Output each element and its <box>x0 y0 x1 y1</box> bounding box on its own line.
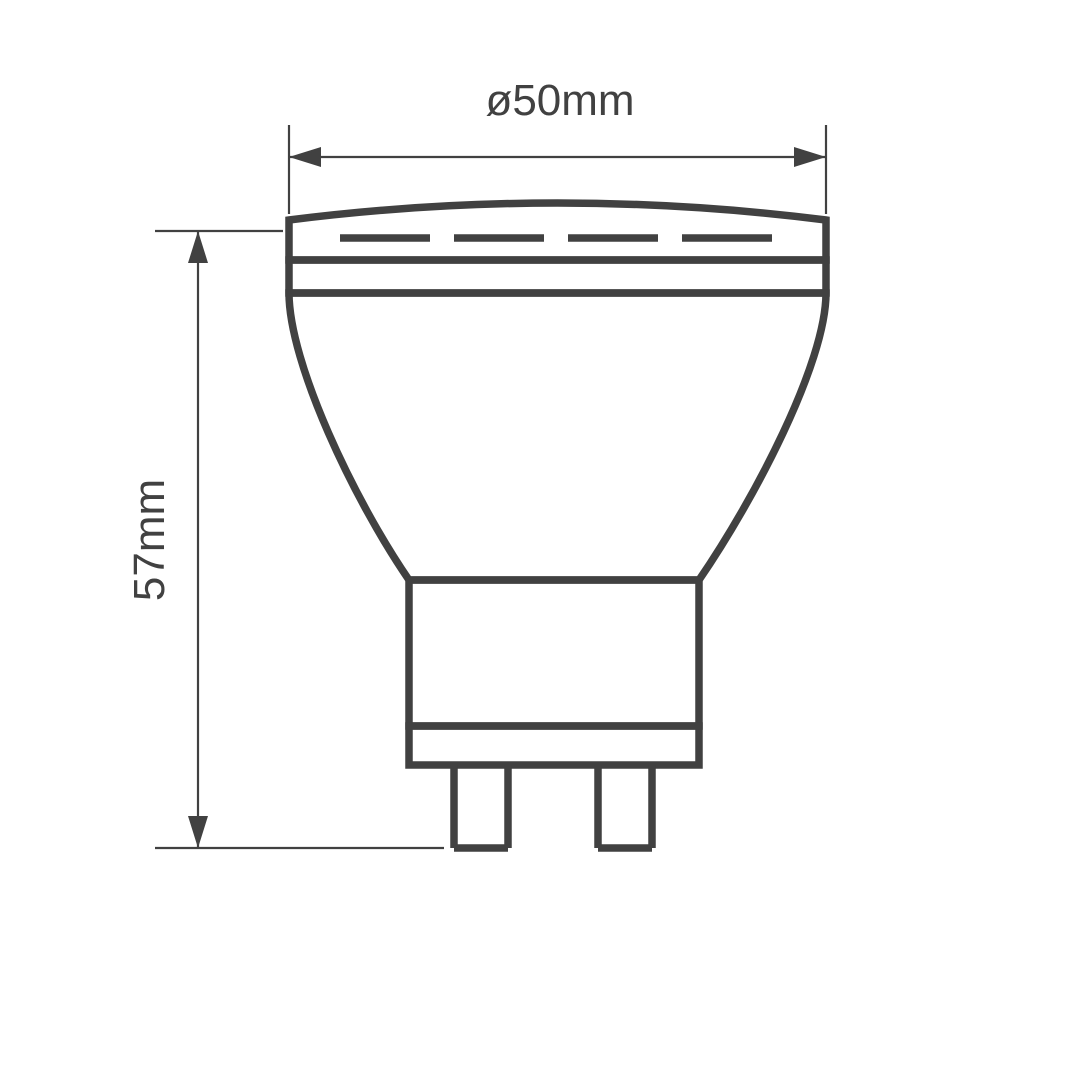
gu10-pin-left <box>454 765 508 848</box>
bulb-reflector-body <box>289 293 826 580</box>
dimension-arrowhead <box>289 147 321 167</box>
bulb-rim <box>289 260 826 293</box>
dimension-arrowhead <box>188 231 208 263</box>
dim-label-height: 57mm <box>125 479 174 601</box>
dimension-arrowhead <box>188 816 208 848</box>
bulb-lens <box>289 203 826 260</box>
dimension-arrowhead <box>794 147 826 167</box>
socket-lower <box>409 726 699 765</box>
socket-upper <box>409 580 699 726</box>
gu10-pin-right <box>598 765 652 848</box>
bulb-dimension-diagram: ø50mm 57mm <box>0 0 1080 1080</box>
dim-label-diameter: ø50mm <box>485 76 634 125</box>
